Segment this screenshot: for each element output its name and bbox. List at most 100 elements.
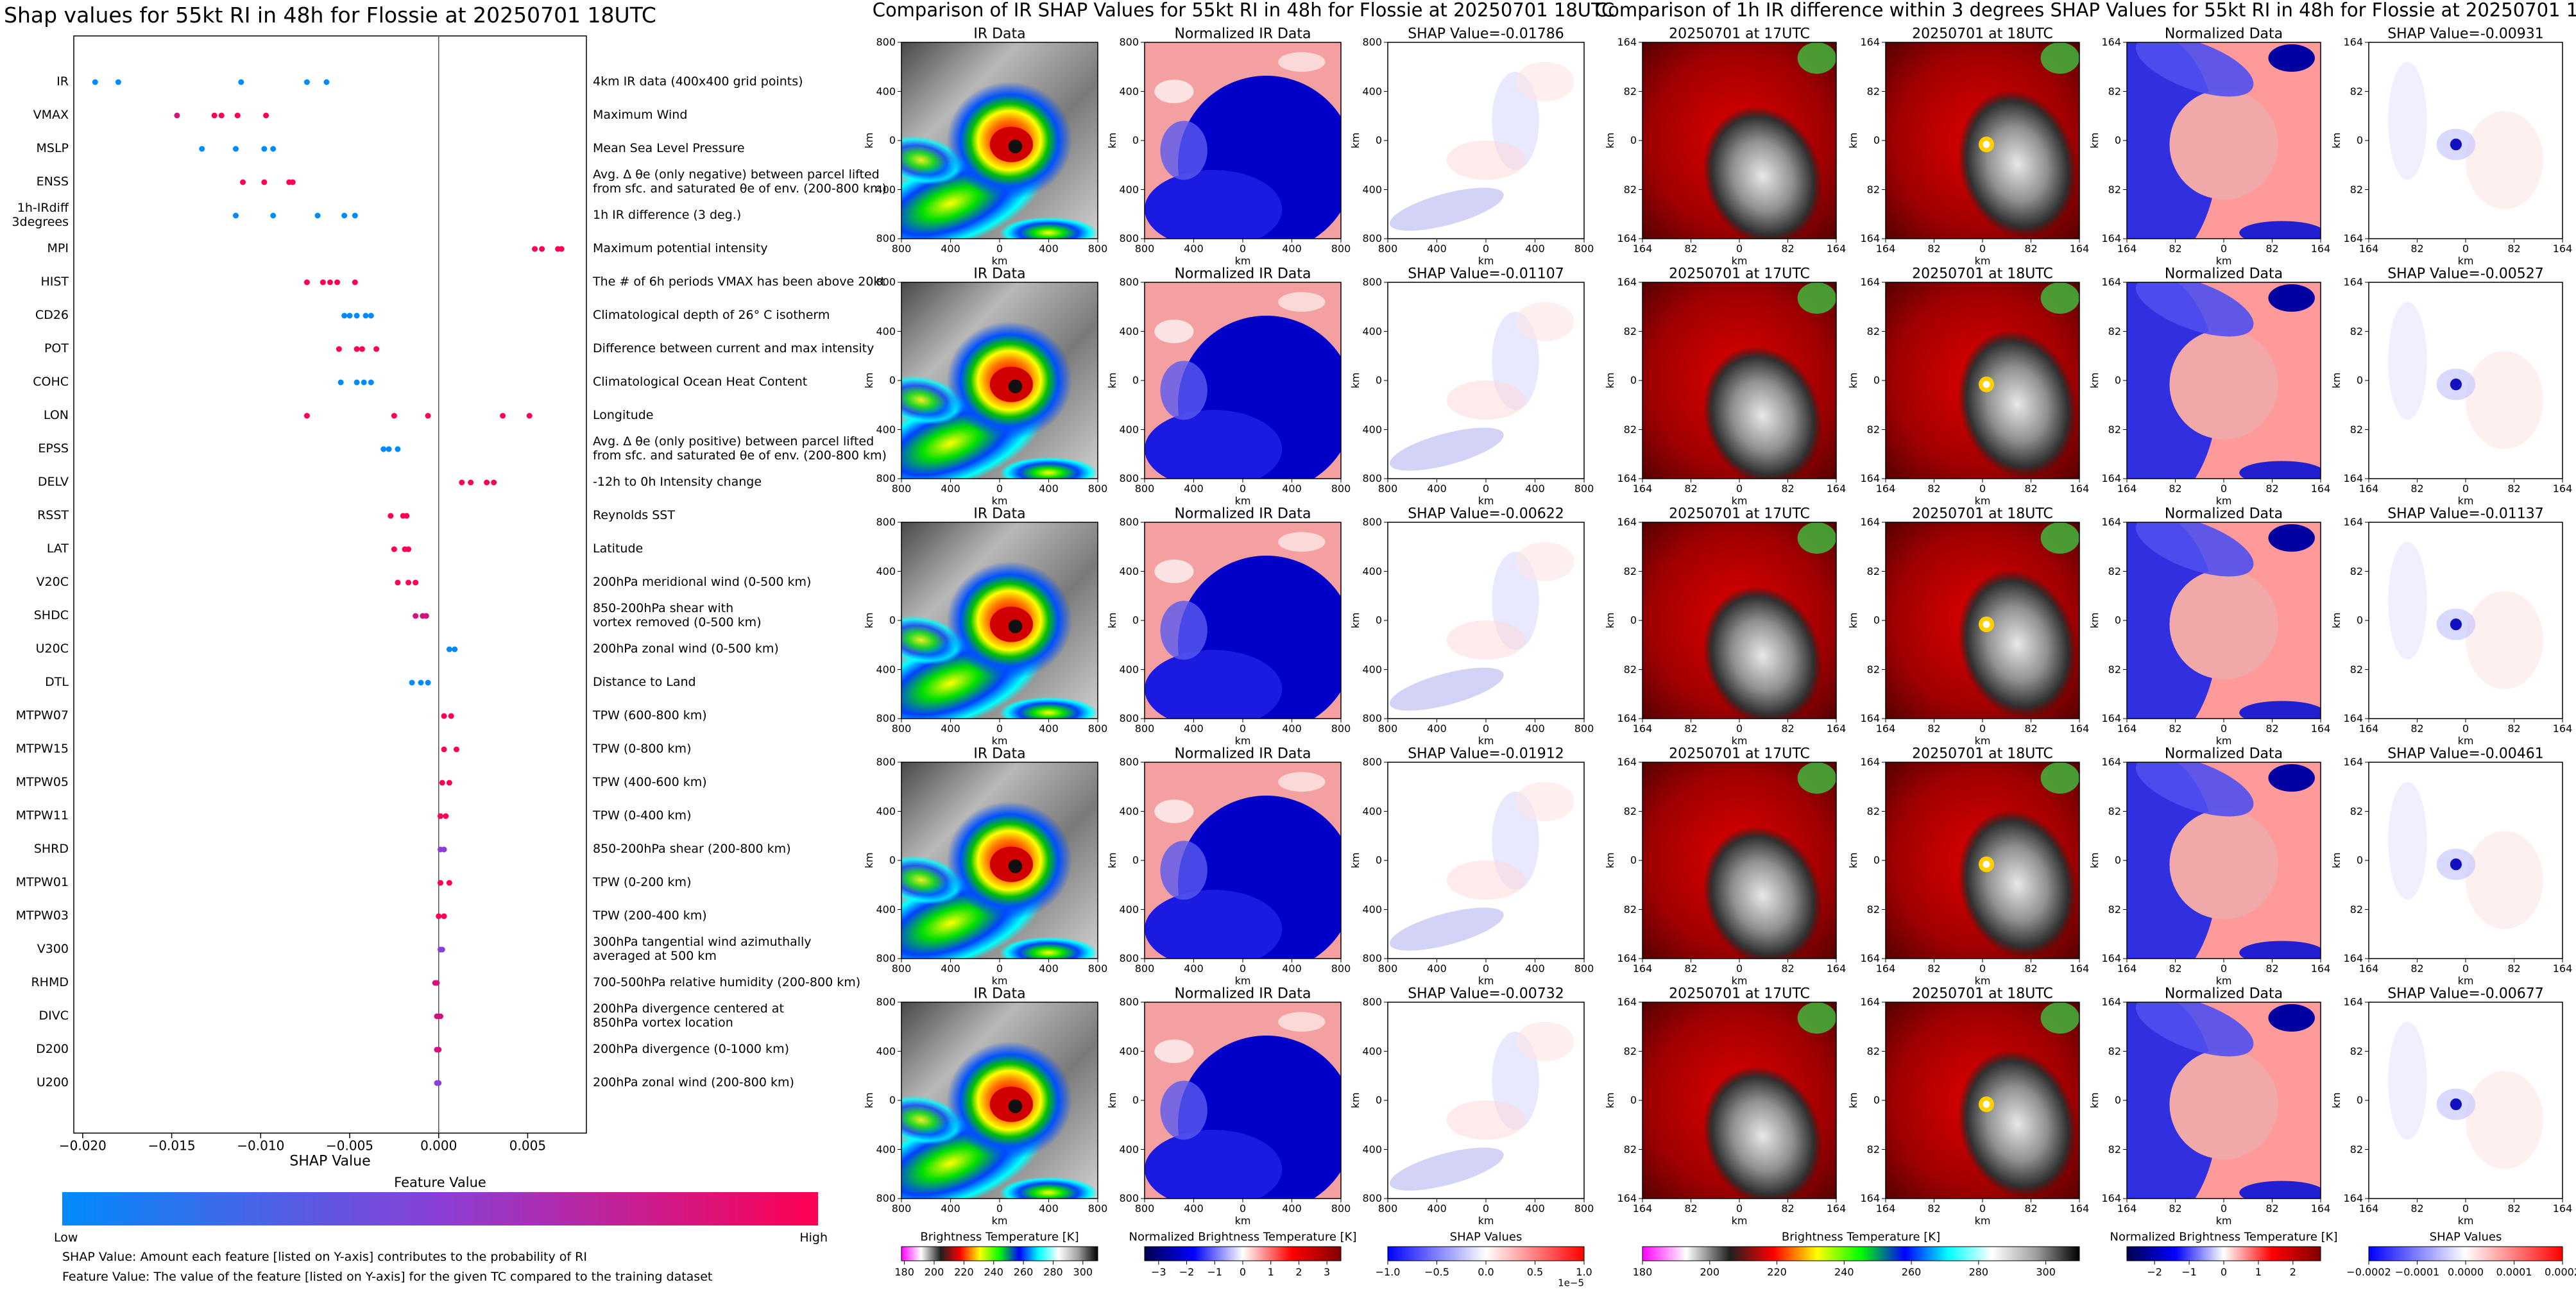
image-feature [1278, 1012, 1326, 1032]
y-axis-label: km [1349, 1092, 1361, 1109]
image-feature [2136, 282, 2254, 337]
point [314, 212, 321, 219]
colorbar-label: Normalized Brightness Temperature [K] [1129, 1230, 1357, 1244]
panel-title: SHAP Value=-0.00677 [2387, 986, 2544, 1002]
image-feature [1145, 649, 1283, 719]
y-tick-label: 82 [2350, 1045, 2363, 1057]
point [438, 813, 444, 819]
x-tick-label: 0 [2462, 242, 2469, 255]
x-tick-label: 0 [1736, 722, 1743, 735]
y-axis-label: km [1847, 852, 1859, 869]
image-feature [901, 135, 964, 185]
y-axis-label: km [1847, 372, 1859, 389]
x-tick-label: 0 [996, 482, 1003, 495]
point [425, 679, 431, 686]
point [341, 212, 348, 219]
x-tick-label: 164 [2117, 722, 2137, 735]
y-tick-label: 164 [2101, 515, 2121, 528]
x-tick-label: 0 [1979, 1202, 1986, 1215]
panel-title: SHAP Value=-0.01786 [1408, 26, 1564, 42]
point [404, 513, 410, 519]
y-tick-label: VMAX [33, 108, 69, 123]
y-tick-label: 0 [2114, 613, 2121, 626]
panel-title: 20250701 at 17UTC [1669, 506, 1810, 522]
x-tick-label: 800 [1331, 482, 1351, 495]
y-tick-label: 82 [2350, 903, 2363, 916]
colorbar-title: Feature Value [394, 1174, 486, 1190]
point [270, 146, 277, 152]
panel-title: IR Data [973, 266, 1026, 282]
point [327, 279, 333, 286]
x-tick-label: 82 [2169, 242, 2182, 255]
x-tick-label: 0 [1239, 242, 1247, 255]
colorbar-tick-label: −1.0 [1375, 1265, 1401, 1278]
x-tick-label: 400 [1282, 722, 1302, 735]
y-axis-label: km [2330, 132, 2342, 149]
point [418, 679, 424, 686]
y-tick-label: 800 [876, 952, 896, 964]
panel-title: SHAP Value=-0.00732 [1408, 986, 1564, 1002]
colorbar-tick-label: 1.0 [1576, 1265, 1592, 1278]
image-feature [901, 375, 964, 425]
y-tick-label: 800 [1119, 515, 1139, 528]
y-tick-label: 1h-IRdiff 3degrees [12, 201, 69, 229]
point [380, 446, 387, 452]
x-tick-label: 82 [2169, 482, 2182, 495]
x-axis-label: km [1731, 734, 1748, 747]
panel-title: 20250701 at 18UTC [1912, 506, 2053, 522]
point [441, 846, 447, 853]
x-tick-label: 164 [2117, 242, 2137, 255]
image-feature [1446, 1100, 1526, 1140]
image-feature [2136, 1002, 2254, 1057]
x-tick-label: 800 [1574, 482, 1594, 495]
y-tick-label: 800 [1119, 472, 1139, 484]
x-axis-label: km [1974, 494, 1991, 507]
y-tick-label: 0 [2114, 853, 2121, 866]
x-tick-label: 800 [1331, 722, 1351, 735]
image-feature [901, 615, 964, 665]
x-tick-label: 82 [1927, 722, 1941, 735]
image-panel [1642, 1002, 1836, 1199]
image-panel [1388, 42, 1584, 239]
y-tick-label: 82 [1623, 1143, 1637, 1156]
y-tick-label: 82 [1866, 1143, 1880, 1156]
image-feature [1389, 1147, 1504, 1191]
x-tick-label: 82 [2507, 1202, 2521, 1215]
y-tick-label: 800 [1362, 472, 1382, 484]
x-tick-label: 82 [2410, 242, 2424, 255]
x-tick-label: 0 [1482, 482, 1490, 495]
image-feature [2169, 89, 2278, 200]
point [500, 413, 506, 419]
point [391, 413, 397, 419]
point [446, 780, 452, 786]
y-tick-label: 400 [1119, 903, 1139, 916]
point [240, 179, 246, 185]
colorbar-tick-label: 0 [1239, 1265, 1247, 1278]
x-tick-label: 82 [2410, 1202, 2424, 1215]
colorbar [1642, 1246, 2080, 1261]
colorbar-tick-label: 0.0 [1478, 1265, 1494, 1278]
chart-title: Shap values for 55kt RI in 48h for Floss… [4, 3, 656, 28]
x-tick-label: 82 [2265, 722, 2279, 735]
x-tick-label: 0 [1979, 242, 1986, 255]
image-feature [1797, 282, 1836, 314]
y-tick-label: 164 [1617, 232, 1637, 244]
y-tick-label: 82 [1866, 325, 1880, 337]
panel-title: Normalized IR Data [1174, 26, 1311, 42]
point [484, 479, 490, 486]
image-feature [2268, 44, 2315, 72]
x-tick-label: 82 [1927, 242, 1941, 255]
x-tick-label: 0 [996, 242, 1003, 255]
point [218, 112, 225, 119]
colorbar-tick-label: 200 [1700, 1265, 1720, 1278]
y-axis-label: km [862, 372, 875, 389]
y-tick-label: 400 [876, 423, 896, 436]
feature-description: Distance to Land [593, 675, 696, 690]
feature-description: 200hPa meridional wind (0-500 km) [593, 575, 812, 590]
x-axis-label: km [1234, 974, 1251, 987]
x-tick-label: 0 [1736, 482, 1743, 495]
image-panel [901, 762, 1098, 959]
x-tick-label: 82 [1781, 1202, 1795, 1215]
note: Feature Value: The value of the feature … [62, 1270, 713, 1285]
feature-description: 300hPa tangential wind azimuthally avera… [593, 935, 812, 963]
